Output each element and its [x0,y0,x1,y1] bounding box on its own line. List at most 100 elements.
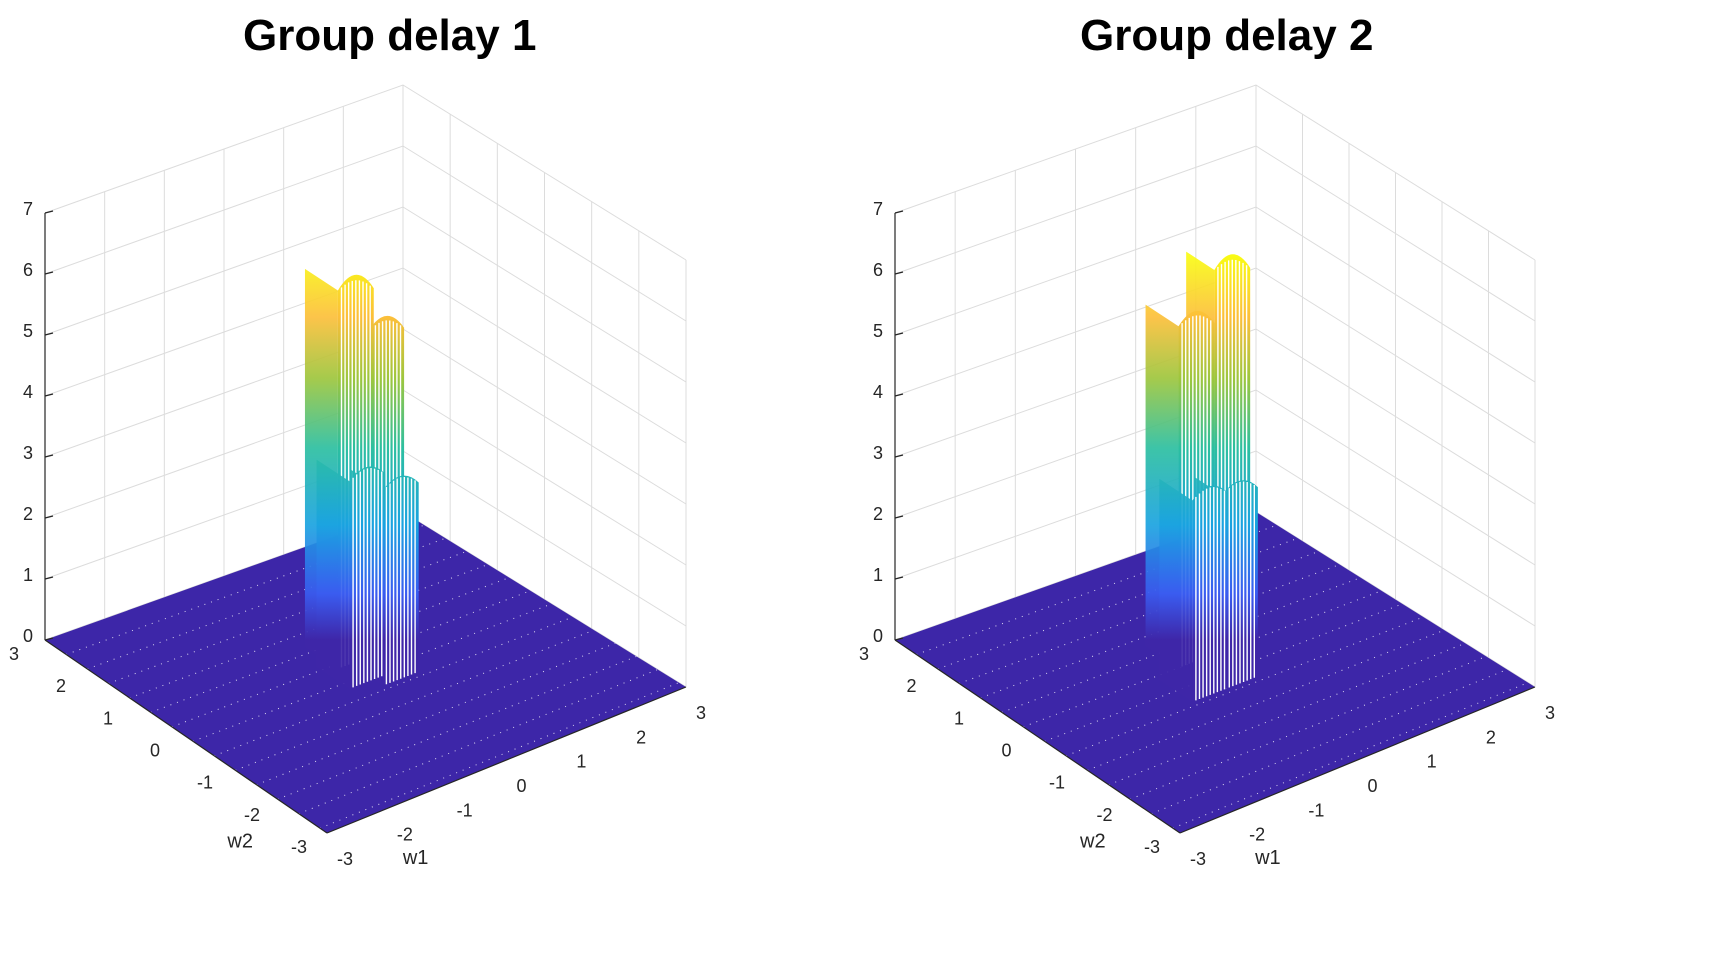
z-tick-label: 3 [23,443,33,463]
w1-tick-label: 0 [517,776,527,796]
w2-tick-label: 2 [907,676,917,696]
z-tick-mark [894,637,904,641]
floor-mesh-line [192,603,552,742]
floor-mesh [916,524,1529,829]
floor-mesh-line [87,537,446,670]
w2-tick-label: -1 [1049,773,1065,793]
z-tick-label: 4 [23,382,33,402]
w1-tick-label: 0 [1368,776,1378,796]
z-tick-mark [44,576,54,580]
z-tick-label: 4 [873,382,883,402]
w1-tick-label: 1 [1427,752,1437,772]
floor-mesh-line [1023,590,1382,728]
w2-tick-label: -3 [291,837,307,857]
floor-mesh-line [1087,629,1445,771]
z-tick-mark [894,271,904,275]
floor-mesh-line [1001,577,1361,713]
chart-title: Group delay 1 [243,11,536,60]
floor-mesh [65,524,680,829]
w2-tick-label: 3 [859,644,869,664]
w2-tick-label: -2 [244,805,260,825]
w1-tick-label: -1 [1308,800,1324,820]
floor-mesh-line [916,524,1278,655]
w2-tick-label: 0 [150,741,160,761]
z-tick-mark [44,393,54,397]
w2-tick-label: 2 [56,676,66,696]
w1-tick-label: -3 [337,849,353,869]
peak-side-face [1159,478,1193,702]
floor-mesh-line [1129,655,1487,800]
w2-tick-label: 1 [954,708,964,728]
floor-mesh-line [1151,669,1508,815]
z-tick-label: 6 [23,260,33,280]
w1-tick-label: 3 [1545,703,1555,723]
z-tick-mark [44,637,54,641]
z-tick-label: 6 [873,260,883,280]
z-tick-mark [894,515,904,519]
z-tick-mark [894,454,904,458]
w2-tick-label: -1 [197,773,213,793]
z-tick-mark [894,210,904,214]
w1-tick-label: 2 [636,727,646,747]
z-gridline [44,84,687,261]
floor-mesh-line [65,524,425,655]
floor-mesh-line [171,590,531,728]
w2-tick-label: 3 [9,644,19,664]
chart-panel-2: Group delay 2 0 1 2 3 4 5 6 7 -3 -2 -1 0 1 2 3 w2 -3 -2 -1 0… [859,11,1555,869]
w1-tick-label: 2 [1486,727,1496,747]
z-tick-label: 0 [23,626,33,646]
floor-mesh-line [319,682,680,829]
w2-tick-label: -2 [1097,805,1113,825]
floor-mesh-line [1065,616,1424,757]
floor-mesh-line [1172,682,1529,829]
w1-axis-line [1179,686,1536,834]
floor-mesh-line [298,669,658,815]
z-tick-mark [894,393,904,397]
z-tick-mark [44,515,54,519]
floor-mesh-line [980,564,1340,699]
w1-tick-label: 1 [576,752,586,772]
w2-tick-label: -3 [1144,837,1160,857]
z-tick-mark [44,271,54,275]
w1-axis-label: w1 [402,847,429,869]
z-tick-mark [44,454,54,458]
z-tick-mark [894,332,904,336]
surface-peaks [304,268,419,689]
z-tick-label: 1 [23,565,33,585]
w2-axis-line [44,639,328,834]
floor-mesh-line [129,564,489,699]
floor-mesh-line [1108,642,1466,786]
z-tick-label: 3 [873,443,883,463]
w1-tick-label: -2 [1249,825,1265,845]
z-tick-mark [44,210,54,214]
w1-axis-label: w1 [1254,847,1281,869]
floor-mesh-line [1044,603,1403,742]
w1-tick-label: -3 [1190,849,1206,869]
z-tick-label: 2 [873,504,883,524]
z-gridline [894,84,1536,261]
w1-axis-line [326,686,687,834]
chart-panel-1: Group delay 1 0 1 2 3 4 5 6 7 -3 -2 -1 0 1 2 3 w2 -3 -2 -1 0… [9,11,706,869]
floor-mesh-line [108,550,467,684]
w1-tick-label: 3 [696,703,706,723]
w1-tick-label: -2 [397,825,413,845]
z-tick-label: 5 [873,321,883,341]
z-tick-label: 1 [873,565,883,585]
w2-axis-label: w2 [1079,830,1106,852]
z-tick-mark [44,332,54,336]
surface-peak-front-pillar-a [316,459,386,689]
z-tick-mark [894,576,904,580]
w2-tick-label: 1 [103,708,113,728]
chart-title: Group delay 2 [1080,11,1373,60]
surface-peak-front-pillar-a [1159,478,1229,702]
w2-axis-line [894,639,1181,834]
z-tick-label: 7 [23,199,33,219]
floor-mesh-line [150,577,510,713]
z-tick-label: 5 [23,321,33,341]
floor-mesh-line [958,550,1319,684]
peak-side-face [316,459,350,689]
z-tick-label: 0 [873,626,883,646]
w1-tick-label: -1 [457,800,473,820]
z-tick-label: 7 [873,199,883,219]
